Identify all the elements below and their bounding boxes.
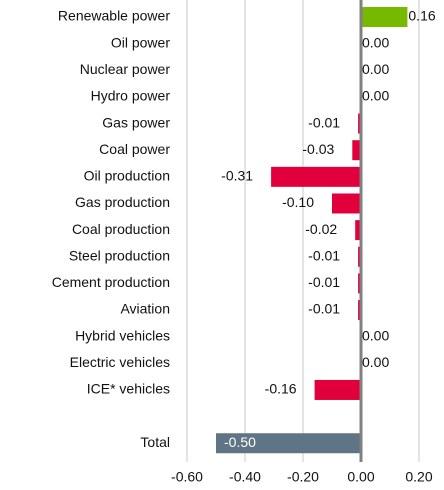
category-label: Cement production (52, 274, 170, 290)
category-label: ICE* vehicles (87, 381, 170, 397)
category-label: Aviation (120, 301, 170, 317)
value-label: -0.10 (282, 194, 314, 210)
bar (352, 140, 361, 161)
value-label: -0.50 (224, 434, 256, 450)
category-label: Electric vehicles (70, 354, 170, 370)
category-label: Coal production (72, 221, 170, 237)
category-label: Hybrid vehicles (75, 327, 170, 343)
bar (314, 379, 361, 400)
category-label: Total (140, 434, 170, 450)
x-tick-label: -0.20 (287, 469, 319, 485)
value-label: 0.00 (362, 34, 389, 50)
value-label: -0.16 (265, 381, 297, 397)
value-label: 0.00 (362, 327, 389, 343)
value-label: 0.16 (408, 8, 435, 24)
value-label: -0.03 (302, 141, 334, 157)
value-label: 0.00 (362, 61, 389, 77)
value-label: -0.01 (308, 301, 340, 317)
category-label: Oil production (84, 168, 170, 184)
value-label: -0.01 (308, 247, 340, 263)
category-label: Oil power (111, 34, 170, 50)
value-label: 0.00 (362, 88, 389, 104)
category-label: Gas power (102, 114, 170, 130)
value-label: -0.01 (308, 114, 340, 130)
bar (216, 433, 361, 454)
x-tick-label: 0.00 (347, 469, 374, 485)
category-label: Nuclear power (80, 61, 171, 77)
category-label: Renewable power (58, 8, 170, 24)
bar (355, 220, 361, 241)
x-tick-label: 0.20 (405, 469, 432, 485)
bar (361, 7, 408, 27)
category-label: Coal power (99, 141, 170, 157)
value-label: -0.02 (305, 221, 337, 237)
value-label: -0.31 (221, 168, 253, 184)
bar (332, 193, 361, 214)
x-tick-label: -0.40 (229, 469, 261, 485)
x-tick-label: -0.60 (171, 469, 203, 485)
category-label: Gas production (75, 194, 170, 210)
category-label: Steel production (69, 247, 170, 263)
value-label: -0.01 (308, 274, 340, 290)
category-label: Hydro power (91, 88, 171, 104)
value-label: 0.00 (362, 354, 389, 370)
bar (271, 166, 361, 187)
